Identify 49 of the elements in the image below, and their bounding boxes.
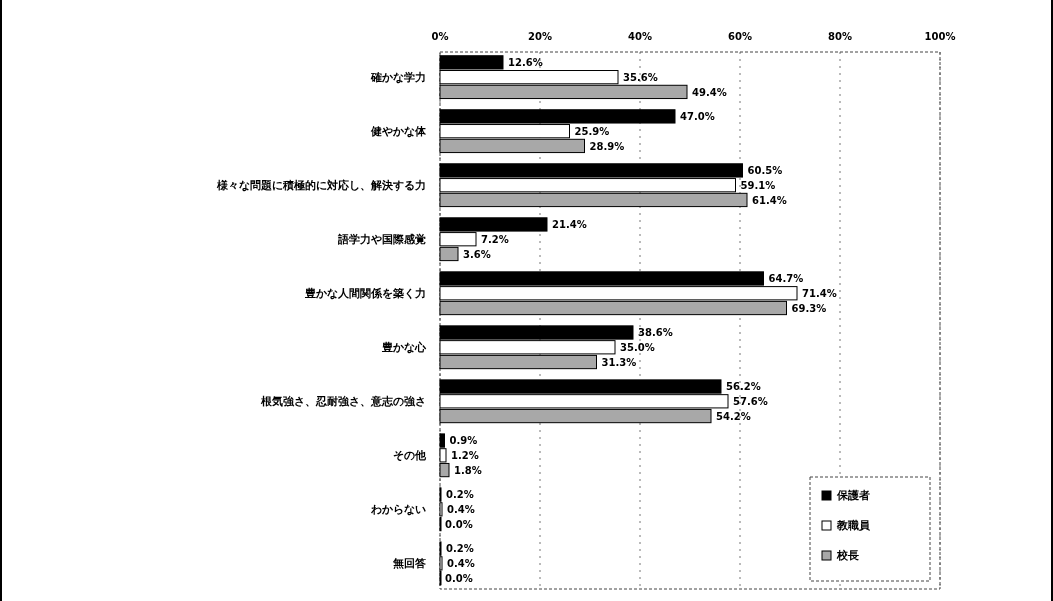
y-tick-label: 豊かな人間関係を築く力 [304, 287, 426, 301]
data-label: 12.6% [508, 57, 543, 69]
legend-label: 校長 [836, 549, 859, 563]
data-label: 38.6% [638, 327, 673, 339]
data-label: 35.0% [620, 342, 655, 354]
data-label: 49.4% [692, 86, 727, 98]
data-label: 56.2% [726, 381, 761, 393]
data-label: 0.0% [445, 518, 473, 530]
data-label: 64.7% [768, 273, 804, 285]
data-label: 0.2% [446, 489, 474, 501]
data-label: 0.4% [447, 558, 475, 570]
data-label: 28.9% [589, 140, 625, 152]
data-label: 69.3% [791, 302, 827, 314]
data-label: 57.6% [733, 396, 768, 408]
x-tick-label: 40% [628, 31, 652, 42]
data-label: 47.0% [680, 111, 715, 123]
legend-label: 教職員 [836, 519, 871, 533]
data-label: 0.0% [445, 572, 473, 584]
x-tick-label: 80% [828, 31, 852, 42]
x-tick-label: 20% [528, 31, 552, 42]
y-tick-label: わからない [370, 503, 426, 517]
legend-label: 保護者 [836, 489, 870, 503]
data-label: 54.2% [716, 410, 751, 422]
data-label: 0.9% [449, 435, 478, 447]
data-label: 25.9% [574, 125, 610, 137]
data-label: 31.3% [601, 356, 637, 368]
y-tick-label: 豊かな心 [381, 341, 427, 355]
data-label: 60.5% [747, 165, 783, 177]
y-tick-label: 無回答 [392, 557, 427, 571]
data-label: 59.1% [740, 179, 776, 191]
y-tick-label: 健やかな体 [370, 125, 427, 139]
data-label: 0.4% [447, 504, 475, 516]
x-tick-label: 60% [728, 31, 752, 42]
data-label: 61.4% [752, 194, 787, 206]
y-tick-label: 様々な問題に積極的に対応し、解決する力 [216, 179, 426, 193]
x-tick-label: 0% [431, 31, 449, 42]
data-label: 1.2% [451, 450, 479, 462]
data-label: 71.4% [802, 287, 837, 299]
y-tick-label: 根気強さ、忍耐強さ、意志の強さ [260, 395, 426, 409]
x-tick-label: 100% [924, 31, 956, 42]
data-label: 1.8% [454, 464, 482, 476]
data-label: 21.4% [552, 219, 587, 231]
data-label: 35.6% [623, 71, 658, 83]
y-tick-label: 確かな学力 [370, 71, 426, 85]
data-label: 0.2% [446, 543, 474, 555]
y-tick-label: その他 [393, 449, 427, 463]
y-tick-label: 語学力や国際感覚 [337, 233, 426, 247]
data-label: 7.2% [481, 233, 509, 245]
data-label: 3.6% [463, 248, 491, 260]
